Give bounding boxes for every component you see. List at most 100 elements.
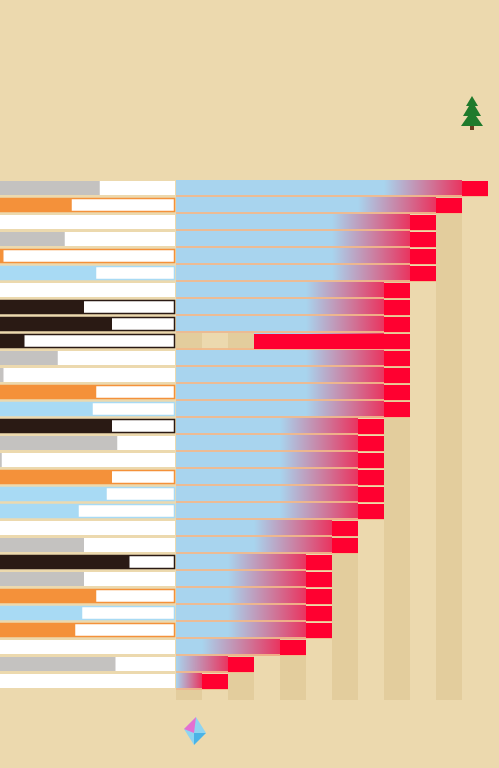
left-bar-outline bbox=[0, 384, 176, 400]
timeline-fade bbox=[332, 265, 410, 282]
day-marker bbox=[410, 266, 436, 281]
day-marker bbox=[384, 402, 410, 417]
row-line bbox=[176, 450, 384, 452]
left-bar-fill bbox=[0, 334, 25, 348]
day-marker bbox=[384, 385, 410, 400]
row-line bbox=[176, 654, 306, 656]
left-bar-fill bbox=[0, 487, 107, 501]
diamond-logo-icon bbox=[184, 717, 206, 745]
left-bar-track bbox=[0, 453, 175, 467]
left-bar-outline bbox=[0, 248, 176, 264]
left-bar-fill bbox=[0, 555, 130, 569]
left-bar-track bbox=[0, 283, 175, 297]
row-line bbox=[176, 467, 384, 469]
row-line bbox=[176, 552, 358, 554]
row-line bbox=[176, 297, 410, 299]
tree-trunk bbox=[470, 126, 474, 130]
day-marker bbox=[410, 215, 436, 230]
left-bar-outline bbox=[0, 401, 176, 417]
left-bar-fill bbox=[0, 606, 83, 620]
left-bar-fill bbox=[0, 436, 118, 450]
day-marker bbox=[306, 572, 332, 587]
day-marker bbox=[358, 453, 384, 468]
left-bar-fill bbox=[0, 368, 4, 382]
left-bar-track bbox=[0, 521, 175, 535]
left-bar-fill bbox=[0, 504, 79, 518]
row-line bbox=[176, 314, 410, 316]
timeline-fade bbox=[228, 554, 306, 571]
row-line bbox=[176, 586, 332, 588]
left-bar-outline bbox=[0, 622, 176, 638]
row-line bbox=[176, 212, 462, 214]
timeline-fade bbox=[254, 520, 332, 537]
column-stripe bbox=[436, 180, 462, 700]
row-line bbox=[176, 603, 332, 605]
row-line bbox=[176, 195, 488, 197]
left-bar-outline bbox=[0, 299, 176, 315]
left-bar-outline bbox=[0, 333, 176, 349]
left-bar-outline bbox=[0, 588, 176, 604]
day-marker bbox=[384, 317, 410, 332]
timeline-fade bbox=[280, 452, 358, 469]
timeline-fade bbox=[306, 282, 384, 299]
left-bar-fill bbox=[0, 181, 100, 195]
day-marker bbox=[332, 538, 358, 553]
day-marker bbox=[358, 504, 384, 519]
left-bar-track bbox=[0, 334, 175, 348]
left-bar-fill bbox=[0, 266, 97, 280]
left-bar-fill bbox=[0, 572, 84, 586]
row-line bbox=[176, 518, 384, 520]
day-marker bbox=[410, 249, 436, 264]
day-marker bbox=[332, 521, 358, 536]
row-line bbox=[176, 365, 410, 367]
row-line bbox=[176, 620, 332, 622]
row-line bbox=[176, 246, 436, 248]
day-marker bbox=[306, 606, 332, 621]
day-marker bbox=[384, 351, 410, 366]
timeline-fade bbox=[332, 248, 410, 265]
row-line bbox=[176, 433, 384, 435]
left-bar-fill bbox=[0, 198, 72, 212]
row-line bbox=[176, 484, 384, 486]
timeline-fade bbox=[280, 486, 358, 503]
timeline-fade bbox=[306, 316, 384, 333]
left-bar-fill bbox=[0, 351, 58, 365]
left-bar-track bbox=[0, 249, 175, 263]
day-marker bbox=[358, 419, 384, 434]
timeline-fade bbox=[280, 435, 358, 452]
row-line bbox=[176, 671, 254, 673]
left-bar-track bbox=[0, 674, 175, 688]
timeline-fade bbox=[384, 180, 462, 197]
left-bar-fill bbox=[0, 300, 84, 314]
left-bar-outline bbox=[0, 265, 176, 281]
row-line bbox=[176, 569, 332, 571]
left-bar-fill bbox=[0, 317, 112, 331]
day-marker bbox=[306, 555, 332, 570]
timeline-fade bbox=[228, 588, 306, 605]
left-bar-outline bbox=[0, 418, 176, 434]
left-bar-fill bbox=[0, 470, 112, 484]
row-line bbox=[176, 637, 332, 639]
day-marker bbox=[410, 232, 436, 247]
timeline-fade bbox=[228, 605, 306, 622]
left-bar-track bbox=[0, 640, 175, 654]
left-bar-outline bbox=[0, 554, 176, 570]
left-bar-fill bbox=[0, 453, 2, 467]
timeline-fade bbox=[280, 418, 358, 435]
row-line bbox=[176, 416, 410, 418]
day-marker bbox=[306, 589, 332, 604]
left-bar-fill bbox=[0, 419, 112, 433]
left-bar-track bbox=[0, 215, 175, 229]
row-line bbox=[176, 229, 436, 231]
timeline-fade bbox=[306, 384, 384, 401]
timeline-fade bbox=[280, 503, 358, 520]
day-marker bbox=[462, 181, 488, 196]
timeline-fade bbox=[306, 401, 384, 418]
day-marker bbox=[228, 657, 254, 672]
left-bar-fill bbox=[0, 657, 116, 671]
logo-facet-dark bbox=[194, 733, 206, 745]
row-line bbox=[176, 399, 410, 401]
day-marker bbox=[254, 334, 410, 349]
timeline-fade bbox=[306, 299, 384, 316]
left-bar-fill bbox=[0, 538, 84, 552]
